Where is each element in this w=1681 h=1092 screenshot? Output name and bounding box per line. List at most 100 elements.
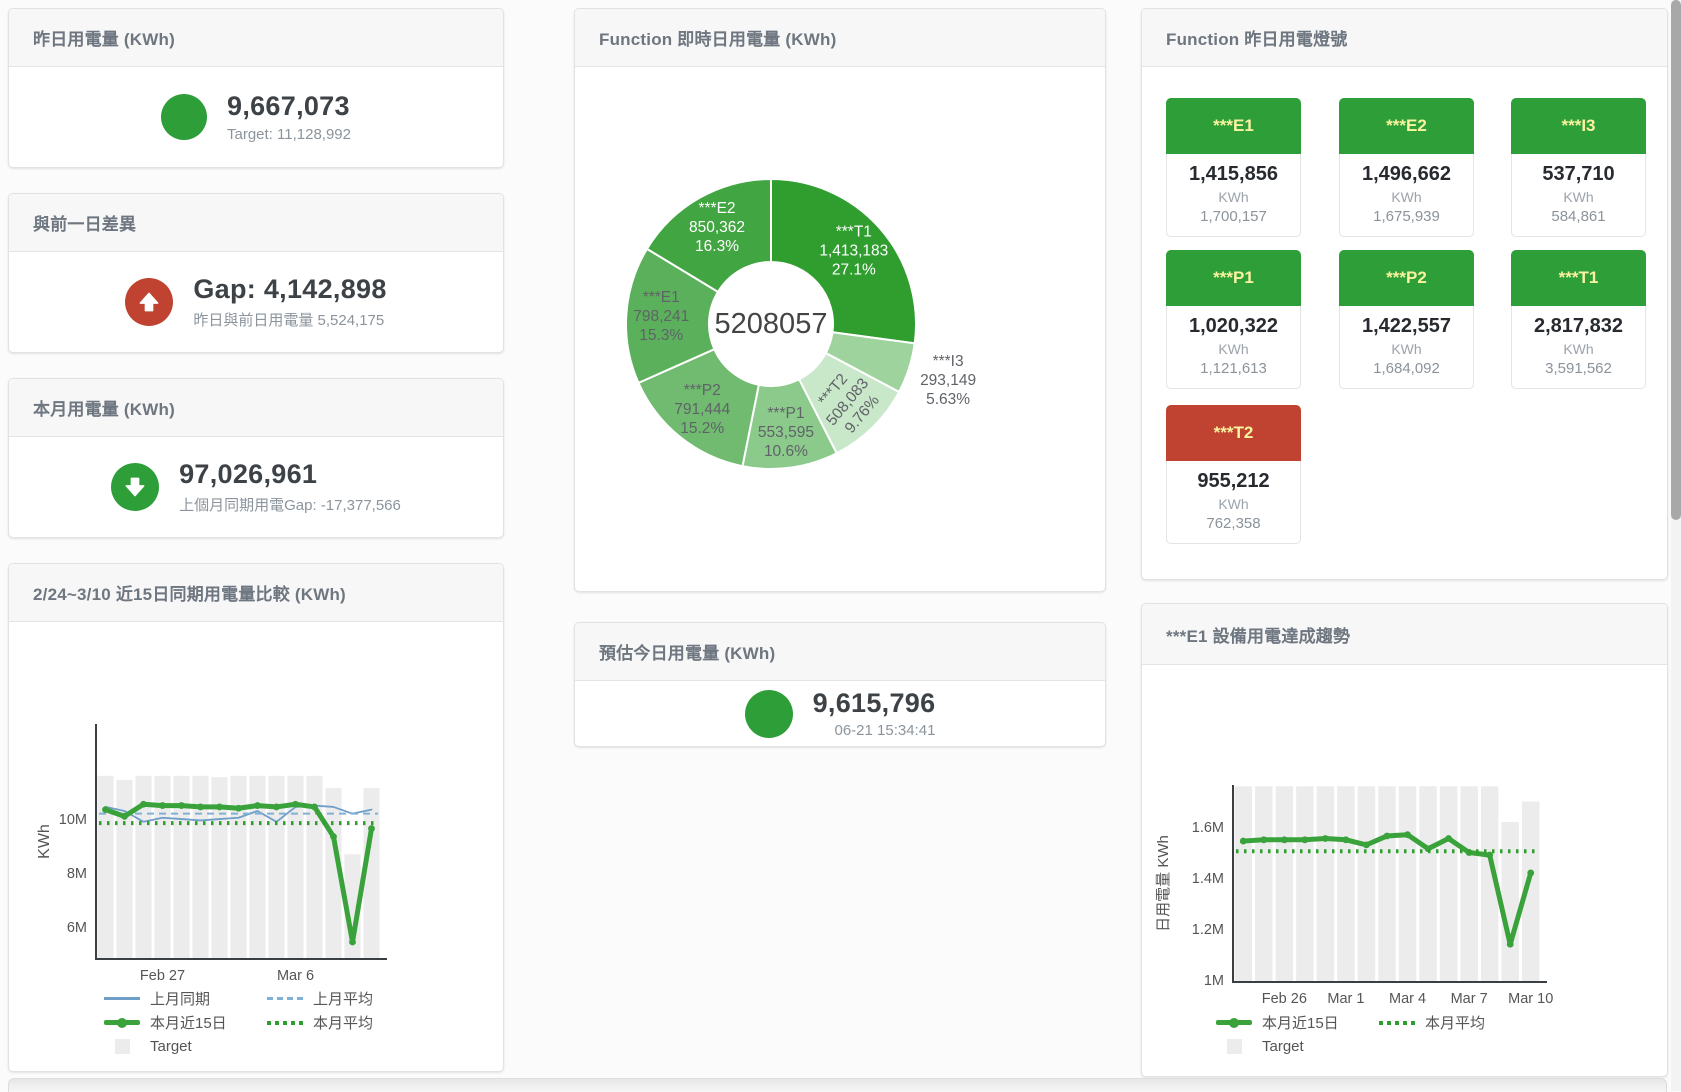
light-tile-value: 1,422,557 <box>1362 315 1451 337</box>
light-tile-body: 955,212 KWh 762,358 <box>1166 461 1301 544</box>
legend-item[interactable]: Target <box>1216 1038 1304 1055</box>
donut-slice[interactable] <box>645 178 772 293</box>
card-title: 2/24~3/10 近15日同期用電量比較 (KWh) <box>33 585 346 604</box>
light-tile-value: 1,496,662 <box>1362 163 1451 185</box>
legend-dotted-icon <box>1379 1015 1415 1031</box>
light-tile-name: ***E1 <box>1166 98 1301 154</box>
series-point <box>1527 869 1535 877</box>
series-point <box>140 800 147 808</box>
light-tile-target: 1,121,613 <box>1200 360 1267 377</box>
light-tile: ***E2 1,496,662 KWh 1,675,939 <box>1339 98 1474 237</box>
x-axis-tick: Feb 27 <box>140 968 185 984</box>
card-title: ***E1 設備用電達成趨勢 <box>1166 626 1351 646</box>
light-tile-name: ***T2 <box>1166 405 1301 461</box>
status-circle-icon <box>161 94 207 140</box>
series-point <box>1301 836 1309 844</box>
series-point <box>1260 836 1268 844</box>
legend-row: Target <box>104 1036 373 1057</box>
legend-row: 上月同期 上月平均 <box>104 988 373 1009</box>
series-point <box>1486 851 1494 859</box>
series-point <box>121 812 128 820</box>
scrollbar-thumb[interactable] <box>1671 0 1681 520</box>
series-point <box>1342 836 1350 844</box>
legend-item[interactable]: 上月同期 <box>104 988 267 1009</box>
donut-slice-label: ***T2508,0839.76% <box>809 363 887 441</box>
stat-timestamp: 06-21 15:34:41 <box>834 722 936 740</box>
y-axis-tick: 6M <box>67 920 87 936</box>
y-axis-tick: 1.4M <box>1192 871 1224 887</box>
legend-label: 本月近15日 <box>150 1015 227 1032</box>
light-tile: ***P1 1,020,322 KWh 1,121,613 <box>1166 250 1301 389</box>
card-header: Function 昨日用電燈號 <box>1142 9 1667 67</box>
legend-item[interactable]: 本月近15日 <box>1216 1012 1379 1033</box>
legend-item[interactable]: 本月平均 <box>267 1012 373 1033</box>
series-point <box>1363 841 1370 849</box>
light-tile-name: ***I3 <box>1511 98 1646 154</box>
light-tile-target: 1,700,157 <box>1200 208 1267 225</box>
series-point <box>311 803 318 811</box>
arrow-up-icon <box>139 292 159 312</box>
series-point <box>1445 835 1452 842</box>
legend-item[interactable]: Target <box>104 1038 192 1055</box>
comparison-chart[interactable]: 10M 8M 6M Feb 27 Mar 6 KWh <box>9 622 503 990</box>
light-tile-value: 537,710 <box>1542 163 1615 185</box>
trend-chart[interactable]: 1.6M 1.4M 1.2M 1M Feb 26 Mar 1 Mar 4 Mar 7 Mar 1… <box>1142 665 1667 1011</box>
card-15day-comparison: 2/24~3/10 近15日同期用電量比較 (KWh) 10M 8M 6M Feb 2… <box>8 563 504 1072</box>
stat-detail: 上個月同期用電Gap: -17,377,566 <box>179 496 401 514</box>
light-tile-target: 762,358 <box>1206 515 1261 532</box>
series-point <box>292 800 299 808</box>
light-tile-body: 1,422,557 KWh 1,684,092 <box>1339 306 1474 389</box>
card-yesterday-lights: Function 昨日用電燈號 ***E1 1,415,856 KWh 1,700,1… <box>1141 8 1668 580</box>
y-axis-tick: 10M <box>59 812 87 828</box>
x-axis-tick: Mar 10 <box>1508 991 1553 1007</box>
donut-center-total: 5208057 <box>715 308 828 340</box>
legend-item[interactable]: 本月近15日 <box>104 1012 267 1033</box>
stat-value: Gap: 4,142,898 <box>193 274 387 305</box>
legend-thin-icon <box>104 991 140 1007</box>
legend-row: Target <box>1216 1036 1485 1057</box>
target-bars <box>1234 786 1540 982</box>
card-month-usage: 本月用電量 (KWh) 97,026,961 上個月同期用電Gap: -17,3… <box>8 378 504 538</box>
legend-dashed-icon <box>267 991 303 1007</box>
stat-value: 97,026,961 <box>179 459 318 490</box>
light-tile-unit: KWh <box>1391 341 1422 357</box>
legend-row: 本月近15日 本月平均 <box>1216 1012 1485 1033</box>
light-tile-value: 955,212 <box>1197 470 1270 492</box>
legend-item[interactable]: 本月平均 <box>1379 1012 1485 1033</box>
legend-row: 本月近15日 本月平均 <box>104 1012 373 1033</box>
stat-body: Gap: 4,142,898 昨日與前日用電量 5,524,175 <box>9 252 503 352</box>
status-circle-icon <box>744 689 793 738</box>
light-tile-unit: KWh <box>1218 341 1249 357</box>
donut-slice-label: ***P2 791,444 15.2% <box>674 382 730 437</box>
legend-item[interactable]: 上月平均 <box>267 988 373 1009</box>
stat-text: 9,615,796 06-21 15:34:41 <box>813 688 936 739</box>
light-tile-target: 584,861 <box>1551 208 1606 225</box>
x-axis-tick: Mar 1 <box>1327 991 1364 1007</box>
card-title: 本月用電量 (KWh) <box>33 400 175 419</box>
stat-text: Gap: 4,142,898 昨日與前日用電量 5,524,175 <box>193 274 386 329</box>
realtime-donut-chart[interactable]: ***T1 1,413,183 27.1% ***I3 293,149 5.63% ***T… <box>575 67 1105 590</box>
x-axis-tick: Feb 26 <box>1262 991 1307 1007</box>
scrollbar-track[interactable] <box>1671 0 1681 1091</box>
legend-label: Target <box>1262 1038 1304 1055</box>
series-point <box>178 802 185 809</box>
axis <box>1232 785 1547 983</box>
series-point <box>102 806 109 814</box>
donut-slice-label: ***E1 798,241 15.3% <box>633 289 689 344</box>
light-tile: ***I3 537,710 KWh 584,861 <box>1511 98 1646 237</box>
legend-bar-icon <box>104 1039 140 1055</box>
x-axis-tick: Mar 4 <box>1389 991 1426 1007</box>
series-point <box>330 833 337 841</box>
series-point <box>216 803 223 811</box>
card-header: 預估今日用電量 (KWh) <box>575 623 1105 681</box>
donut-slice-label: ***I3 293,149 5.63% <box>920 353 976 408</box>
card-title: Function 即時日用電量 (KWh) <box>599 30 837 49</box>
legend-label: Target <box>150 1038 192 1055</box>
light-tile-body: 1,020,322 KWh 1,121,613 <box>1166 306 1301 389</box>
donut-slice[interactable] <box>770 178 917 345</box>
legend-label: 上月平均 <box>313 991 374 1008</box>
stat-target: Target: 11,128,992 <box>227 125 351 143</box>
stat-body: 9,667,073 Target: 11,128,992 <box>9 67 503 167</box>
y-axis-label: 日用電量 KWh <box>1155 835 1172 932</box>
light-tile-target: 1,675,939 <box>1373 208 1440 225</box>
